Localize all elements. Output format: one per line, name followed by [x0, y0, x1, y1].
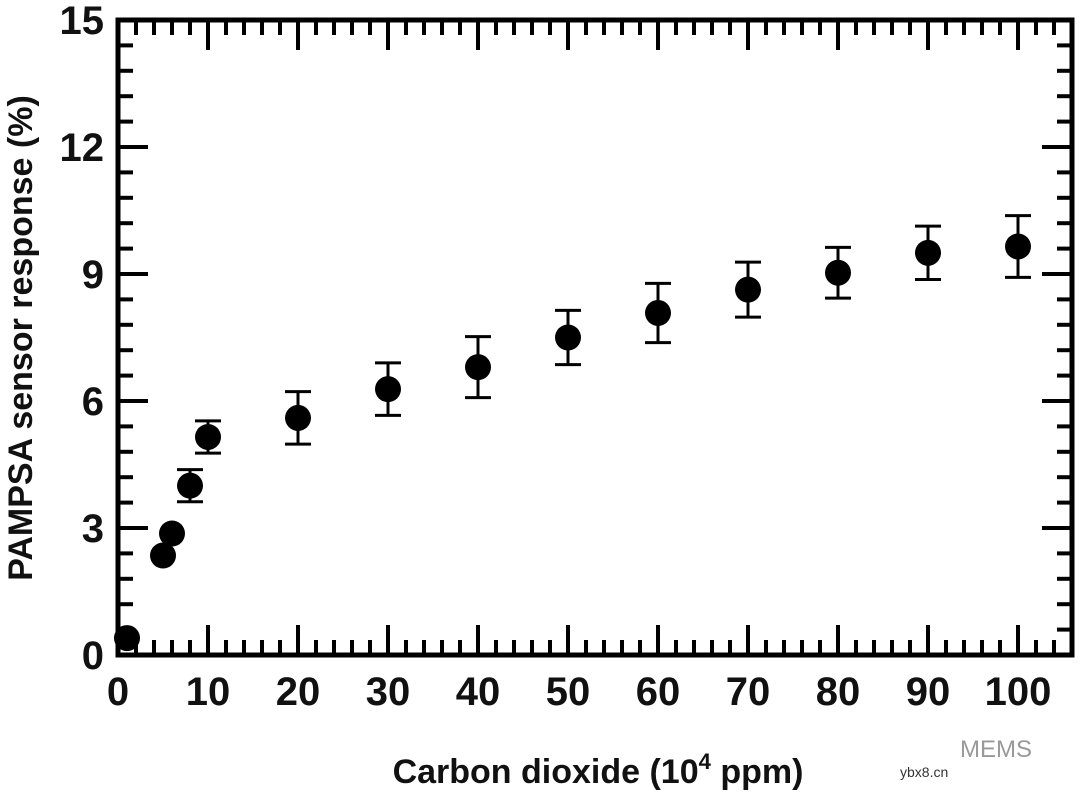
data-points	[114, 214, 1031, 652]
data-point	[150, 542, 176, 569]
x-tick-label: 20	[276, 670, 321, 714]
x-tick-label: 50	[546, 670, 591, 714]
x-tick-label: 100	[985, 670, 1052, 714]
data-point	[375, 376, 401, 403]
y-tick-label: 9	[82, 253, 104, 297]
data-point	[645, 299, 671, 326]
x-tick-label: 70	[726, 670, 771, 714]
x-tick-label: 80	[816, 670, 861, 714]
x-axis-title-main: Carbon dioxide (10	[393, 753, 699, 791]
data-point	[465, 354, 491, 381]
x-tick-label: 90	[906, 670, 951, 714]
x-axis-title: Carbon dioxide (104 ppm)	[393, 749, 804, 791]
x-tick-label: 60	[636, 670, 681, 714]
y-axis-title: PAMPSA sensor response (%)	[2, 95, 40, 581]
x-tick-label: 0	[107, 670, 129, 714]
data-point	[195, 423, 221, 450]
x-tick-label: 10	[186, 670, 231, 714]
x-tick-label: 40	[456, 670, 501, 714]
data-point	[1005, 233, 1031, 260]
data-point	[735, 276, 761, 303]
data-point	[555, 324, 581, 351]
plot-frame	[115, 17, 1075, 658]
data-point	[159, 520, 185, 547]
y-tick-label: 15	[60, 0, 105, 43]
data-point	[285, 404, 311, 431]
data-point	[177, 472, 203, 499]
y-tick-label: 12	[60, 126, 105, 170]
data-point	[915, 239, 941, 266]
y-tick-label: 3	[82, 507, 104, 551]
x-axis-title-tail: ppm)	[711, 753, 804, 791]
x-tick-label: 30	[366, 670, 411, 714]
watermark-site: ybx8.cn	[900, 764, 949, 780]
data-point	[825, 259, 851, 286]
x-axis-title-sup: 4	[699, 749, 712, 774]
y-tick-label: 6	[82, 380, 104, 424]
axis-ticks	[116, 18, 1074, 657]
y-tick-label: 0	[82, 634, 104, 678]
watermark-brand: MEMS	[960, 736, 1032, 763]
tick-labels: 0 10 20 30 40 50 60 70 80 90 100 0 3 6 9 12 15	[60, 0, 1052, 714]
